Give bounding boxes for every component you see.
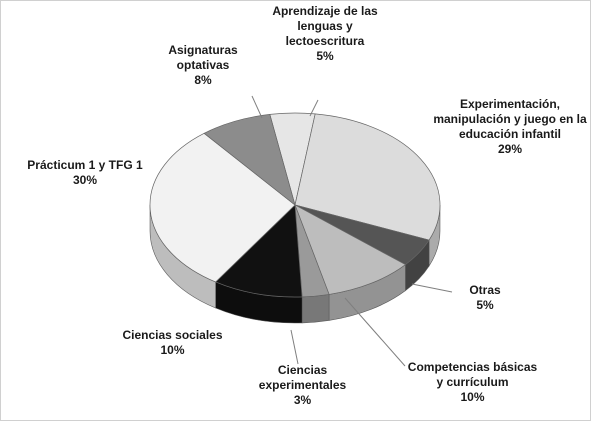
side-shade bbox=[405, 240, 430, 291]
data-label: Ciencias experimentales 3% bbox=[250, 363, 355, 408]
label-value: 30% bbox=[72, 173, 98, 187]
slice bbox=[203, 114, 296, 206]
side-shade bbox=[302, 294, 330, 323]
pie-tops bbox=[149, 112, 441, 298]
data-label: Competencias básicas y currículum 10% bbox=[405, 360, 540, 405]
label-value: 3% bbox=[293, 393, 312, 407]
data-label: Prácticum 1 y TFG 1 30% bbox=[5, 158, 165, 188]
leader-line bbox=[251, 95, 263, 119]
slice bbox=[214, 204, 303, 298]
data-label: Asignaturas optativas 8% bbox=[153, 43, 253, 88]
side-shade bbox=[150, 205, 216, 308]
leader-line bbox=[290, 329, 299, 365]
label-value: 5% bbox=[476, 298, 494, 312]
slice bbox=[294, 113, 441, 241]
label-name: Experimentación, manipulación y juego en… bbox=[433, 97, 587, 141]
side-shade bbox=[329, 264, 406, 321]
data-label: Otras 5% bbox=[445, 283, 525, 313]
label-value: 8% bbox=[194, 73, 212, 87]
label-value: 5% bbox=[316, 49, 334, 63]
leader-line bbox=[411, 283, 453, 293]
leader-line bbox=[344, 297, 406, 367]
label-name: Prácticum 1 y TFG 1 bbox=[27, 158, 143, 172]
data-label: Experimentación, manipulación y juego en… bbox=[430, 97, 590, 157]
label-value: 10% bbox=[460, 390, 485, 404]
slice bbox=[149, 132, 296, 283]
data-label: Aprendizaje de las lenguas y lectoescrit… bbox=[265, 4, 385, 64]
label-value: 29% bbox=[497, 142, 523, 156]
label-name: Asignaturas optativas bbox=[168, 43, 238, 72]
label-value: 10% bbox=[160, 343, 185, 357]
label-name: Aprendizaje de las lenguas y lectoescrit… bbox=[272, 4, 378, 48]
leader-line bbox=[309, 99, 319, 117]
side-shade bbox=[429, 205, 440, 267]
data-label: Ciencias sociales 10% bbox=[115, 328, 230, 358]
label-name: Ciencias sociales bbox=[122, 328, 223, 342]
label-name: Otras bbox=[469, 283, 501, 297]
side-shade bbox=[215, 281, 303, 324]
label-name: Competencias básicas y currículum bbox=[407, 360, 538, 389]
pie-sides bbox=[149, 204, 441, 324]
slice bbox=[294, 204, 407, 295]
label-name: Ciencias experimentales bbox=[258, 363, 347, 392]
